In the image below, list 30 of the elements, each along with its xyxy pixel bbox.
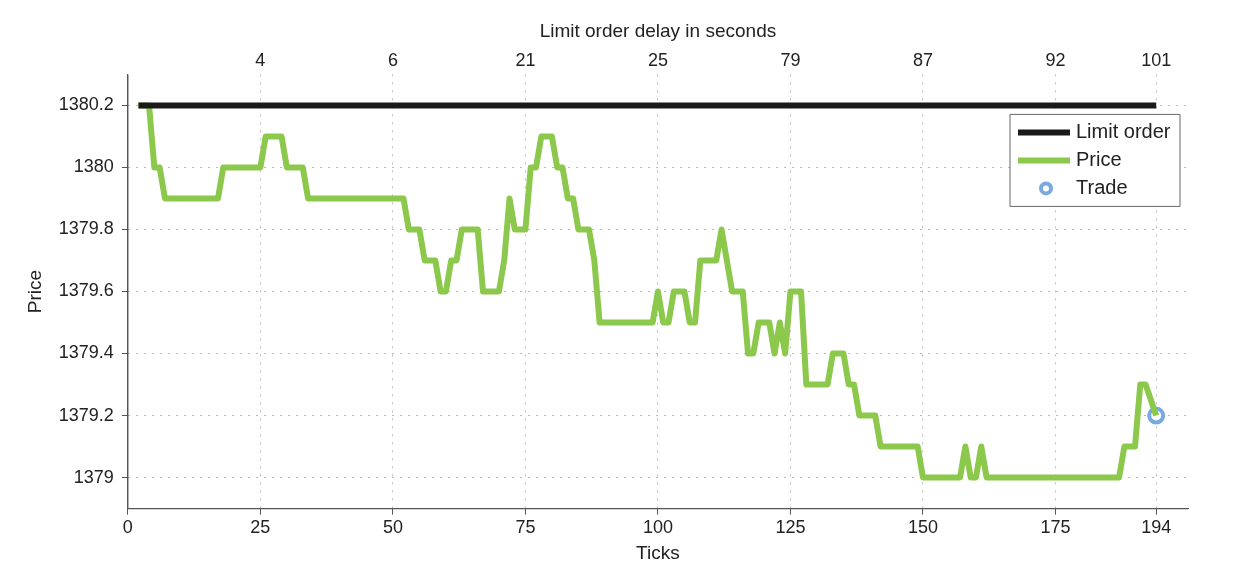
text: 21 (515, 49, 536, 70)
x-tick-label: 0 (122, 517, 133, 538)
x-tick-label: 125 (775, 517, 806, 538)
text: 101 (1141, 49, 1172, 70)
text: 79 (780, 49, 801, 70)
text: 25 (647, 49, 668, 70)
x-axis-title: Ticks (636, 541, 680, 563)
x-tick-label: 175 (1040, 517, 1071, 538)
y-tick-label: 1379.4 (58, 342, 114, 363)
text: 87 (912, 49, 933, 70)
x-tick-label: 150 (907, 517, 938, 538)
x-tick-label: 194 (1141, 517, 1172, 538)
y-tick-label: 1379.6 (58, 280, 114, 301)
y-tick-label: 1379.8 (58, 218, 114, 239)
x-tick-label: 100 (642, 517, 673, 538)
y-axis-title: Price (23, 269, 45, 314)
y-tick-label: 1379 (73, 466, 114, 487)
x-tick-label: 50 (382, 517, 403, 538)
y-tick-label: 1380.2 (58, 94, 114, 115)
legend-label: Limit order (1076, 119, 1171, 142)
x2-axis-title: Limit order delay in seconds (539, 19, 777, 41)
text: 92 (1045, 49, 1066, 70)
legend-label: Price (1076, 147, 1122, 170)
y-tick-label: 1379.2 (58, 404, 114, 425)
x-tick-label: 75 (515, 517, 536, 538)
legend-label: Trade (1076, 175, 1128, 198)
y-tick-label: 1380 (73, 156, 114, 177)
text: 6 (387, 49, 398, 70)
text: 4 (255, 49, 266, 70)
x-tick-label: 25 (250, 517, 271, 538)
